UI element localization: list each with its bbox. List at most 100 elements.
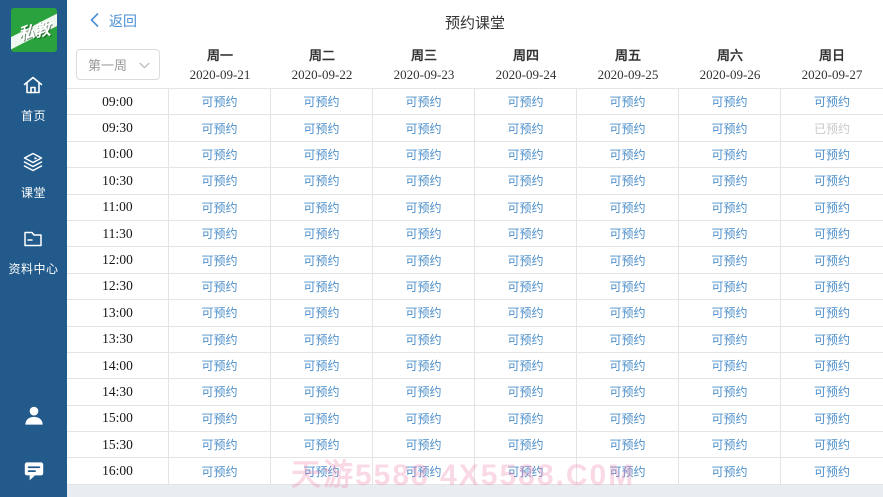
slot-status-available[interactable]: 可预约	[303, 200, 340, 215]
slot-status-available[interactable]: 可预约	[303, 306, 340, 321]
slot-status-available[interactable]: 可预约	[813, 306, 850, 321]
slot-cell[interactable]: 可预约	[577, 379, 679, 405]
slot-cell[interactable]: 可预约	[373, 273, 475, 300]
slot-status-available[interactable]: 可预约	[507, 359, 544, 374]
slot-cell[interactable]: 可预约	[373, 405, 475, 432]
slot-cell[interactable]: 可预约	[373, 352, 475, 379]
slot-status-available[interactable]: 可预约	[609, 147, 646, 162]
slot-cell[interactable]: 可预约	[781, 274, 883, 299]
slot-status-available[interactable]: 可预约	[507, 385, 544, 400]
slot-cell[interactable]: 可预约	[271, 247, 373, 273]
slot-cell[interactable]: 可预约	[679, 141, 781, 168]
slot-cell[interactable]: 可预约	[577, 352, 679, 379]
slot-status-available[interactable]: 可预约	[201, 95, 238, 110]
slot-status-available[interactable]: 可预约	[609, 464, 646, 479]
slot-status-available[interactable]: 可预约	[609, 121, 646, 136]
slot-status-available[interactable]: 可预约	[711, 121, 748, 136]
slot-status-available[interactable]: 可预约	[303, 121, 340, 136]
slot-status-available[interactable]: 可预约	[609, 438, 646, 453]
slot-cell[interactable]: 可预约	[679, 379, 781, 405]
slot-cell[interactable]: 可预约	[373, 89, 475, 115]
slot-cell[interactable]: 可预约	[679, 247, 781, 273]
slot-cell[interactable]: 可预约	[475, 300, 577, 326]
slot-status-available[interactable]: 可预约	[711, 174, 748, 189]
slot-status-available[interactable]: 可预约	[507, 279, 544, 294]
slot-cell[interactable]: 可预约	[781, 221, 883, 246]
slot-status-available[interactable]: 可预约	[711, 411, 748, 426]
slot-cell[interactable]: 可预约	[169, 326, 271, 352]
slot-status-available[interactable]: 可预约	[813, 227, 850, 242]
slot-cell[interactable]: 可预约	[271, 326, 373, 352]
slot-cell[interactable]: 可预约	[475, 89, 577, 115]
slot-cell[interactable]: 可预约	[271, 89, 373, 115]
slot-cell[interactable]: 可预约	[475, 379, 577, 405]
slot-status-available[interactable]: 可预约	[711, 306, 748, 321]
slot-status-available[interactable]: 可预约	[711, 227, 748, 242]
slot-status-available[interactable]: 可预约	[609, 385, 646, 400]
slot-status-available[interactable]: 可预约	[711, 200, 748, 215]
slot-status-available[interactable]: 可预约	[813, 95, 850, 110]
slot-status-available[interactable]: 可预约	[609, 359, 646, 374]
slot-status-available[interactable]: 可预约	[507, 464, 544, 479]
slot-status-available[interactable]: 可预约	[201, 279, 238, 294]
sidebar-item-resources[interactable]: 资料中心	[8, 226, 58, 277]
slot-status-available[interactable]: 可预约	[201, 438, 238, 453]
slot-cell[interactable]: 可预约	[271, 405, 373, 432]
slot-status-available[interactable]: 可预约	[201, 385, 238, 400]
slot-status-available[interactable]: 可预约	[405, 253, 442, 268]
slot-status-available[interactable]: 可预约	[609, 306, 646, 321]
slot-cell[interactable]: 可预约	[679, 273, 781, 300]
slot-cell[interactable]: 可预约	[271, 379, 373, 405]
slot-status-available[interactable]: 可预约	[405, 332, 442, 347]
slot-cell[interactable]: 可预约	[475, 168, 577, 194]
slot-cell[interactable]: 可预约	[169, 89, 271, 115]
slot-cell[interactable]: 可预约	[577, 405, 679, 432]
slot-cell[interactable]: 可预约	[577, 273, 679, 300]
slot-status-available[interactable]: 可预约	[405, 147, 442, 162]
slot-cell[interactable]: 可预约	[169, 352, 271, 379]
slot-cell[interactable]: 可预约	[271, 115, 373, 141]
slot-status-available[interactable]: 可预约	[813, 332, 850, 347]
slot-status-available[interactable]: 可预约	[303, 227, 340, 242]
slot-status-available[interactable]: 可预约	[813, 200, 850, 215]
slot-status-available[interactable]: 可预约	[711, 253, 748, 268]
slot-cell[interactable]: 可预约	[271, 220, 373, 247]
slot-cell[interactable]: 可预约	[373, 247, 475, 273]
slot-status-available[interactable]: 可预约	[711, 464, 748, 479]
slot-status-available[interactable]: 可预约	[813, 411, 850, 426]
back-button[interactable]: 返回	[90, 11, 137, 31]
slot-cell[interactable]: 可预约	[475, 273, 577, 300]
slot-status-available[interactable]: 可预约	[201, 464, 238, 479]
slot-status-available[interactable]: 可预约	[813, 279, 850, 294]
slot-status-available[interactable]: 可预约	[303, 359, 340, 374]
slot-status-available[interactable]: 可预约	[609, 174, 646, 189]
slot-status-available[interactable]: 可预约	[405, 227, 442, 242]
slot-status-available[interactable]: 可预约	[201, 121, 238, 136]
slot-status-available[interactable]: 可预约	[609, 332, 646, 347]
slot-status-available[interactable]: 可预约	[507, 411, 544, 426]
slot-cell[interactable]: 可预约	[475, 115, 577, 141]
slot-cell[interactable]: 可预约	[577, 432, 679, 458]
slot-status-available[interactable]: 可预约	[201, 359, 238, 374]
slot-status-available[interactable]: 可预约	[609, 253, 646, 268]
slot-status-available[interactable]: 可预约	[507, 200, 544, 215]
slot-status-available[interactable]: 可预约	[507, 306, 544, 321]
slot-status-available[interactable]: 可预约	[813, 147, 850, 162]
sidebar-item-home[interactable]: 首页	[21, 73, 46, 124]
slot-cell[interactable]: 可预约	[679, 194, 781, 220]
slot-status-available[interactable]: 可预约	[303, 174, 340, 189]
slot-cell[interactable]: 可预约	[271, 168, 373, 194]
slot-cell[interactable]: 可预约	[781, 379, 883, 404]
slot-cell[interactable]: 可预约	[271, 352, 373, 379]
slot-status-available[interactable]: 可预约	[201, 227, 238, 242]
slot-cell[interactable]: 可预约	[781, 300, 883, 325]
slot-cell[interactable]: 可预约	[475, 405, 577, 432]
slot-cell[interactable]: 可预约	[577, 89, 679, 115]
slot-status-available[interactable]: 可预约	[405, 306, 442, 321]
slot-status-available[interactable]: 可预约	[303, 464, 340, 479]
slot-status-available[interactable]: 可预约	[201, 147, 238, 162]
slot-status-available[interactable]: 可预约	[201, 411, 238, 426]
slot-cell[interactable]: 可预约	[271, 273, 373, 300]
slot-cell[interactable]: 可预约	[577, 220, 679, 247]
slot-status-available[interactable]: 可预约	[609, 95, 646, 110]
